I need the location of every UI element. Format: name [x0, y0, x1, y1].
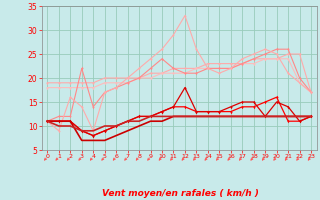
Text: Vent moyen/en rafales ( km/h ): Vent moyen/en rafales ( km/h ): [102, 189, 259, 198]
